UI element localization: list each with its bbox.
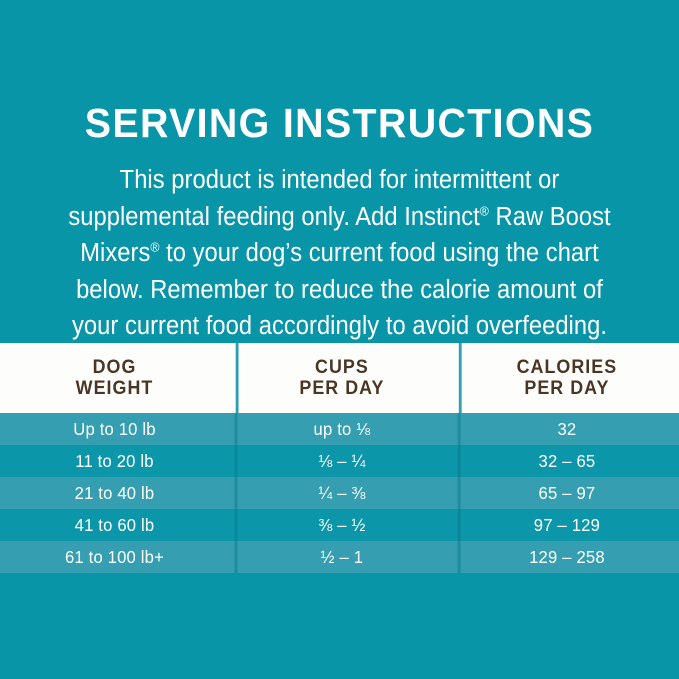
cell-calories-per-day: 32 [457,413,674,445]
column-header-dog-weight: DOG WEIGHT [7,343,222,413]
table-row: 41 to 60 lb ⅜ – ½ 97 – 129 [0,509,679,541]
page-title: SERVING INSTRUCTIONS [84,100,595,146]
table-row: 11 to 20 lb ⅛ – ¼ 32 – 65 [0,445,679,477]
cell-dog-weight: 61 to 100 lb+ [64,546,165,567]
cell-dog-weight: 11 to 20 lb [75,450,154,471]
column-header-calories-per-day: CALORIES PER DAY [458,343,672,413]
cell-calories-per-day: 32 – 65 [457,445,674,477]
intro-line-3: using the chart below. Remember to reduc… [76,239,599,304]
cell-cups-per-day: ½ – 1 [234,541,447,573]
cell-calories-per-day: 97 – 129 [457,509,674,541]
intro-paragraph: This product is intended for intermitten… [54,162,626,345]
registered-trademark-icon: ® [479,203,489,218]
table-row: Up to 10 lb up to ⅛ 32 [0,413,679,445]
cell-cups-per-day: ⅜ – ½ [234,509,447,541]
column-header-calories-per-day-line-1: CALORIES [516,357,618,378]
cell-cups-per-day: up to ⅛ [234,413,447,445]
table-body: Up to 10 lb up to ⅛ 32 11 to 20 lb ⅛ – ¼… [0,413,679,573]
cell-calories-per-day: 65 – 97 [457,477,674,509]
table-row: 61 to 100 lb+ ½ – 1 129 – 258 [0,541,679,573]
cell-dog-weight: 41 to 60 lb [74,514,155,535]
column-header-calories-per-day-line-2: PER DAY [524,378,610,399]
feeding-chart-table: DOG WEIGHT CUPS PER DAY CALORIES PER DAY… [0,343,679,573]
column-header-cups-per-day-line-1: CUPS [315,357,369,378]
intro-line-2-part-c: to your dog’s current food [159,239,436,267]
column-header-cups-per-day: CUPS PER DAY [235,343,446,413]
intro-line-4: of your current food accordingly to avoi… [72,275,607,341]
cell-cups-per-day: ¼ – ⅜ [234,477,447,509]
column-header-dog-weight-line-1: DOG [92,357,137,378]
column-header-cups-per-day-line-2: PER DAY [299,378,385,399]
column-header-dog-weight-line-2: WEIGHT [75,378,154,399]
intro-line-2-part-b: Raw Boost Mixers [80,202,611,268]
cell-dog-weight: 21 to 40 lb [74,482,155,503]
cell-cups-per-day: ⅛ – ¼ [234,445,447,477]
cell-calories-per-day: 129 – 258 [457,541,674,573]
table-row: 21 to 40 lb ¼ – ⅜ 65 – 97 [0,477,679,509]
registered-trademark-icon-2: ® [150,239,160,255]
intro-line-2-part-a: only. Add Instinct [301,202,480,231]
cell-dog-weight: Up to 10 lb [73,418,156,439]
intro-line-1: This product is intended for intermitten… [68,166,560,231]
table-header-row: DOG WEIGHT CUPS PER DAY CALORIES PER DAY [0,343,679,413]
